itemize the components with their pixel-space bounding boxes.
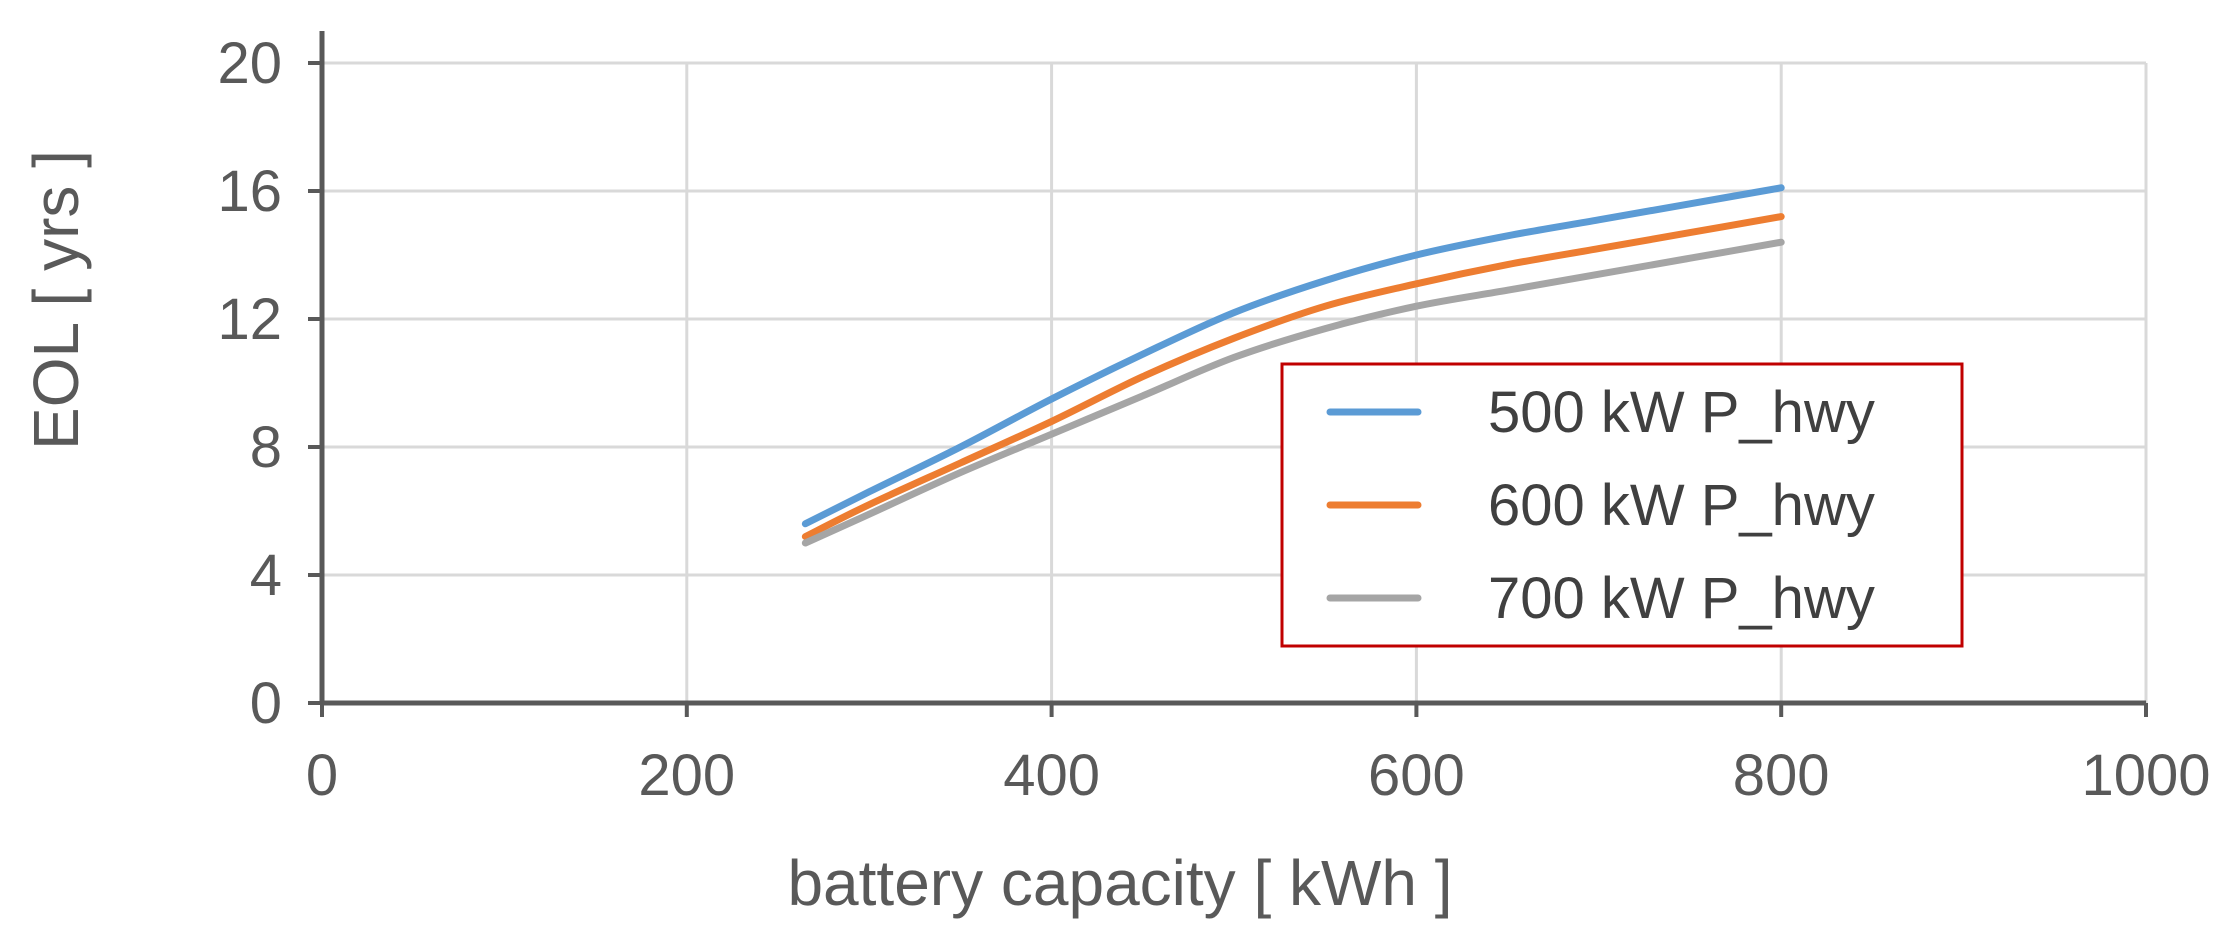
legend: 500 kW P_hwy 600 kW P_hwy 700 kW P_hwy <box>1280 362 1964 648</box>
legend-label-1: 500 kW P_hwy <box>1488 380 1875 445</box>
y-tick-label: 4 <box>250 543 282 608</box>
x-tick-label: 200 <box>638 743 735 808</box>
legend-items: 500 kW P_hwy 600 kW P_hwy 700 kW P_hwy <box>1326 380 1875 631</box>
series-line-2 <box>801 213 1785 541</box>
y-tick-label: 0 <box>250 671 282 736</box>
series-line-1 <box>801 184 1785 528</box>
series-lines <box>801 184 1785 547</box>
y-tick-label: 12 <box>217 287 282 352</box>
axes <box>308 31 2148 717</box>
x-tick-label: 400 <box>1003 743 1100 808</box>
series-line-3 <box>801 238 1785 547</box>
x-axis-label: battery capacity [ kWh ] <box>787 847 1452 919</box>
y-tick-label: 20 <box>217 31 282 96</box>
y-axis-label: EOL [ yrs ] <box>20 150 92 450</box>
x-tick-label: 0 <box>306 743 338 808</box>
y-tick-label: 8 <box>250 415 282 480</box>
x-tick-label: 600 <box>1368 743 1465 808</box>
legend-label-2: 600 kW P_hwy <box>1488 473 1875 538</box>
x-tick-labels: 0 200 400 600 800 1000 <box>306 743 2211 808</box>
x-tick-label: 800 <box>1733 743 1830 808</box>
x-tick-label: 1000 <box>2081 743 2210 808</box>
legend-label-3: 700 kW P_hwy <box>1488 566 1875 631</box>
y-tick-label: 16 <box>217 159 282 224</box>
y-tick-labels: 0 4 8 12 16 20 <box>217 31 282 736</box>
